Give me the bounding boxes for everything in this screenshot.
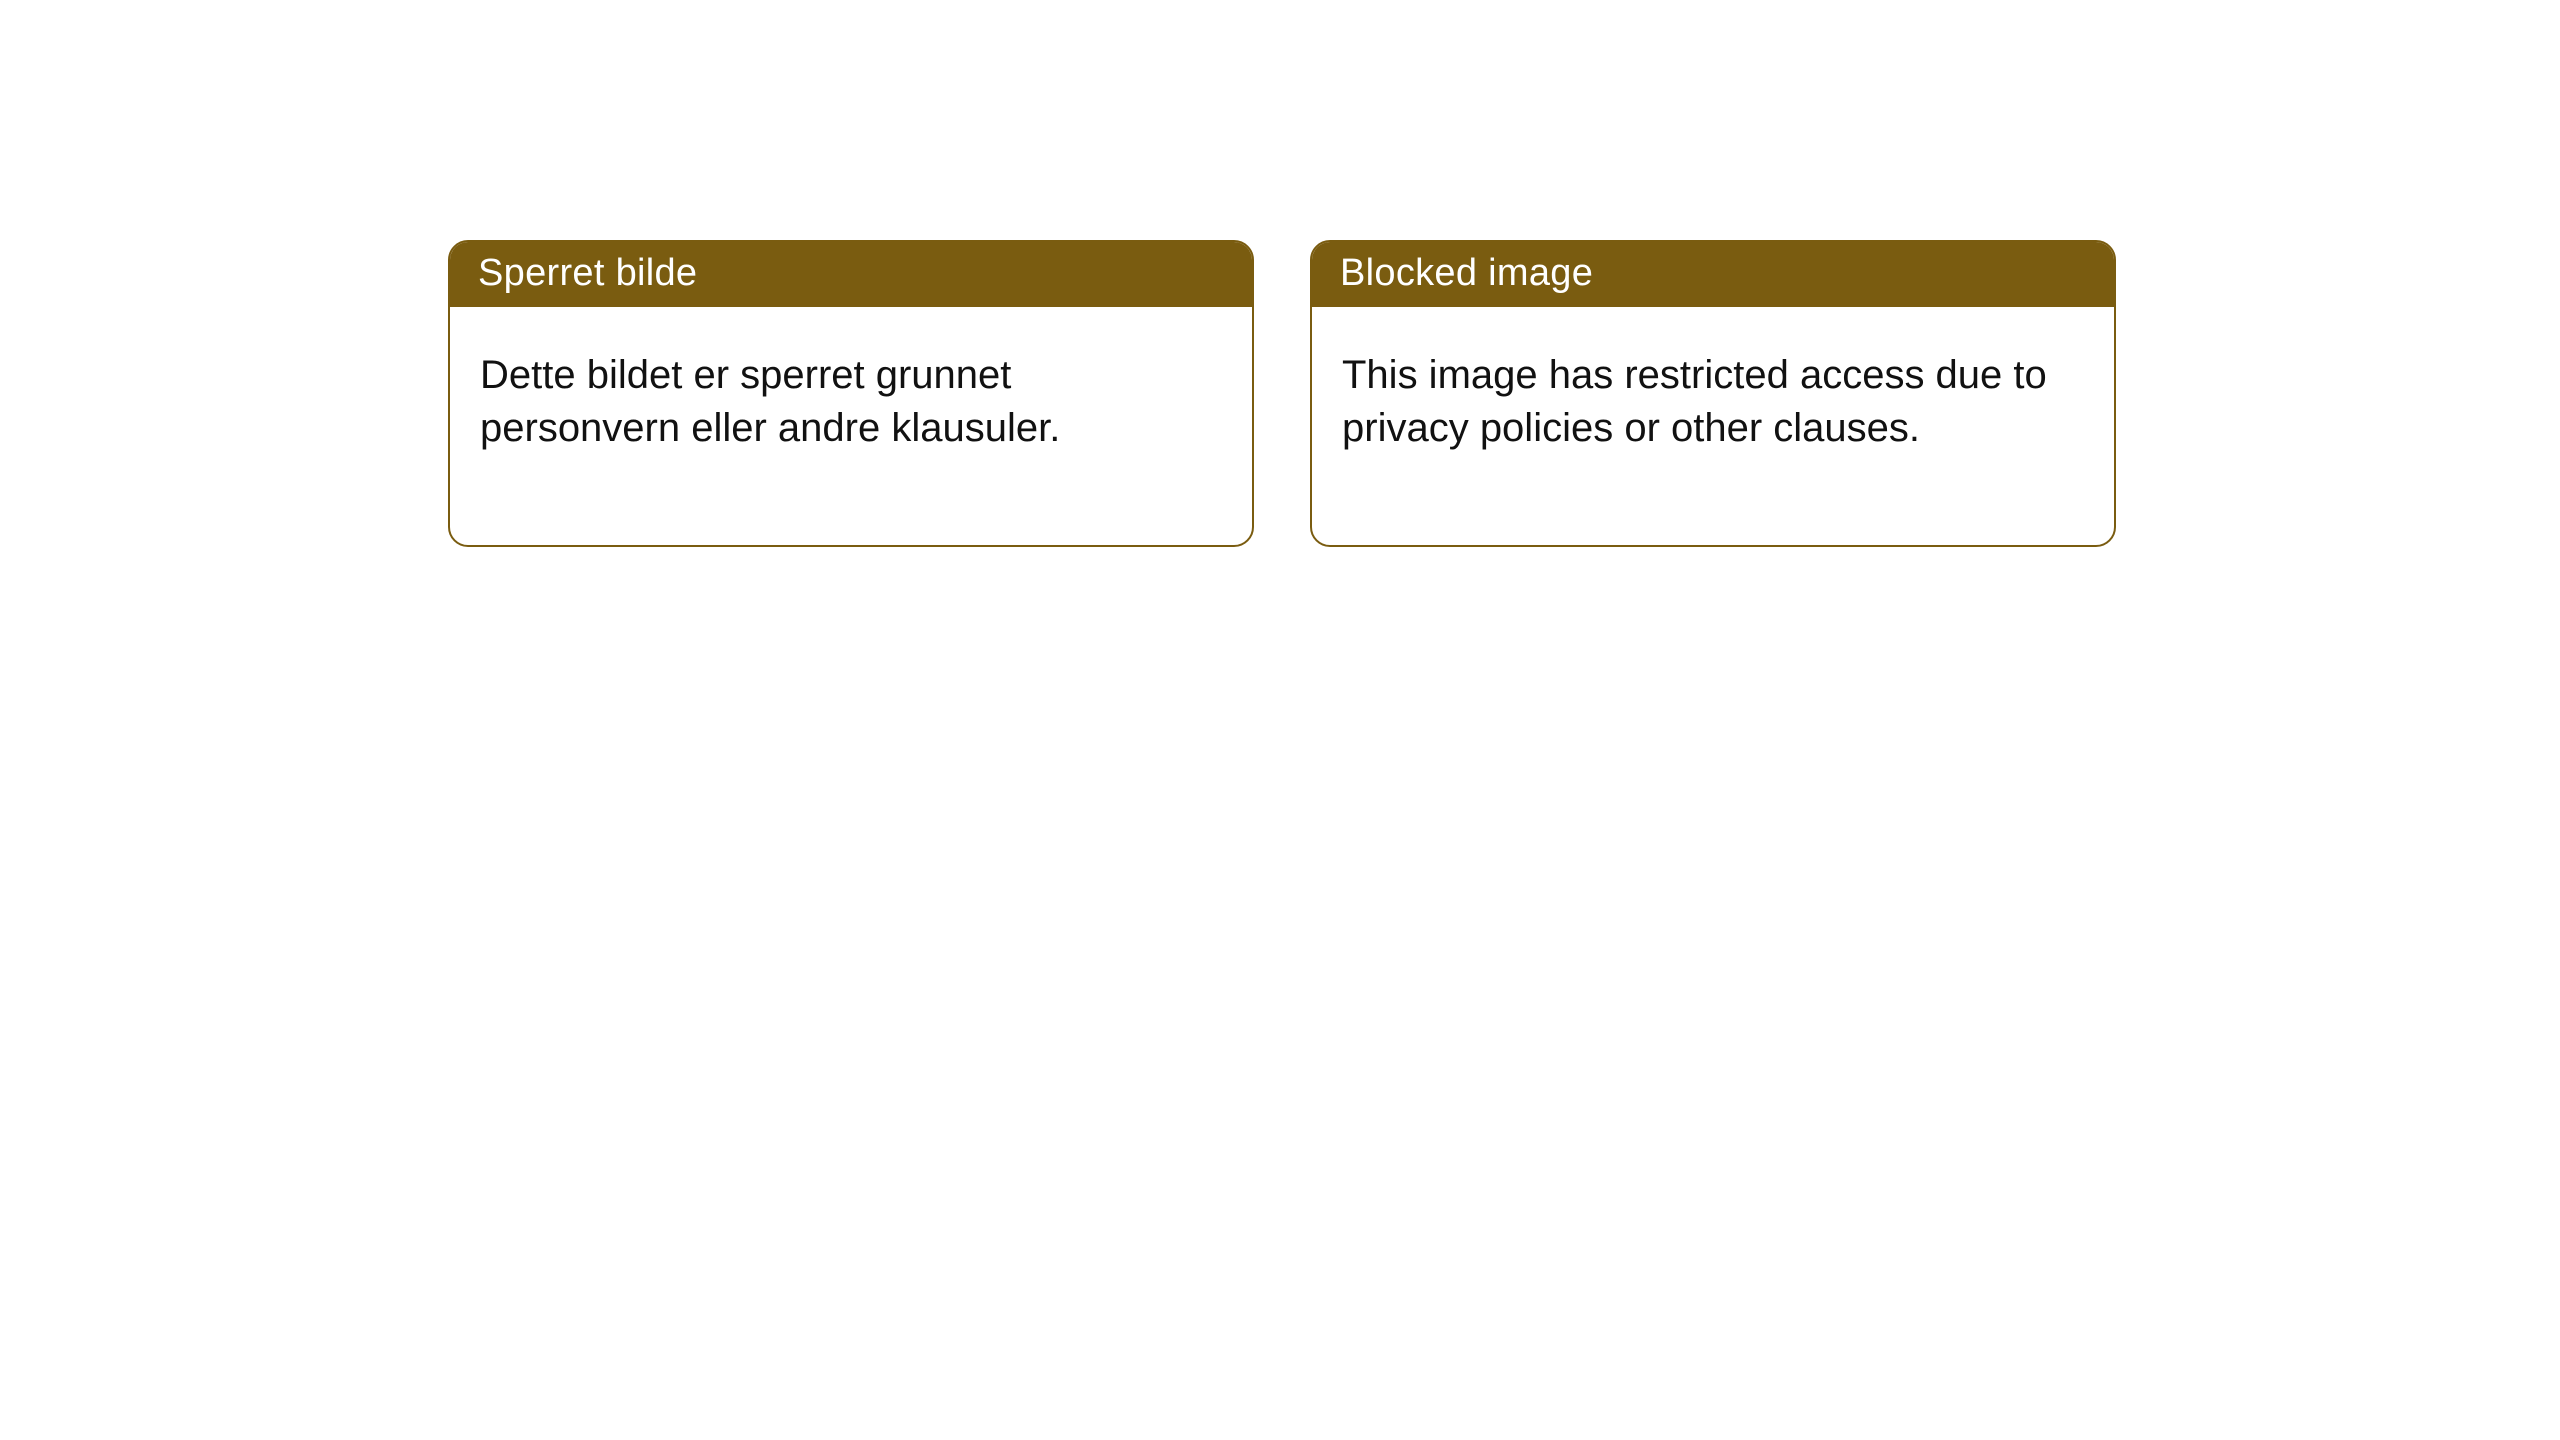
card-header: Blocked image bbox=[1312, 242, 2114, 307]
notice-card-norwegian: Sperret bilde Dette bildet er sperret gr… bbox=[448, 240, 1254, 547]
card-body-text: Dette bildet er sperret grunnet personve… bbox=[450, 307, 1252, 545]
card-header: Sperret bilde bbox=[450, 242, 1252, 307]
notice-container: Sperret bilde Dette bildet er sperret gr… bbox=[448, 240, 2116, 547]
card-body-text: This image has restricted access due to … bbox=[1312, 307, 2114, 545]
notice-card-english: Blocked image This image has restricted … bbox=[1310, 240, 2116, 547]
